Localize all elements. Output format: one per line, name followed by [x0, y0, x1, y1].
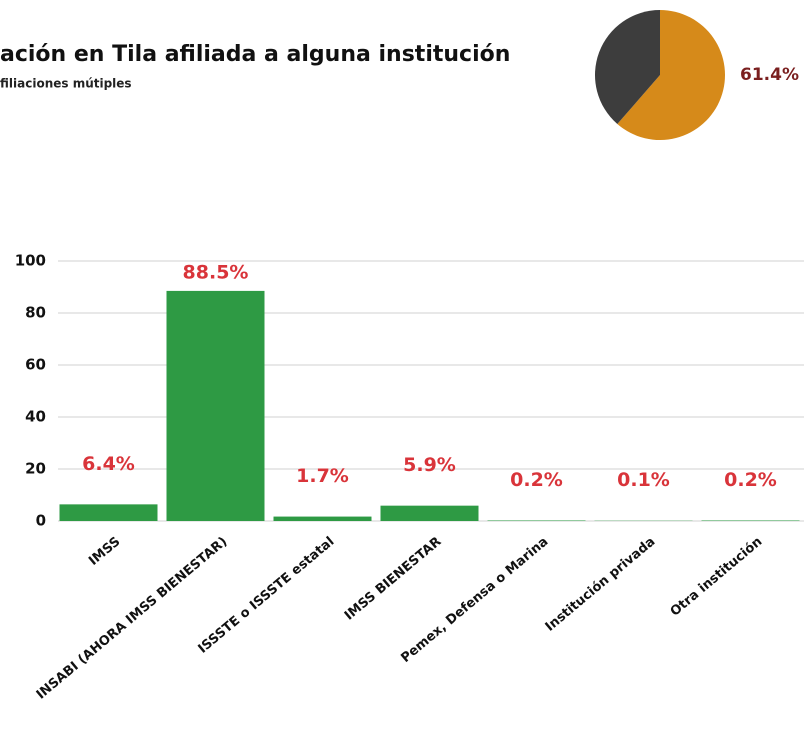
pie-slice — [594, 10, 660, 125]
y-tick-label: 60 — [25, 356, 46, 374]
value-label: 0.1% — [617, 469, 670, 491]
x-tick-label: Institución privada — [543, 534, 659, 634]
value-label: 0.2% — [510, 469, 563, 491]
title: ación en Tila afiliada a alguna instituc… — [0, 42, 510, 67]
bar — [273, 516, 372, 521]
x-tick-label: IMSS BIENESTAR — [342, 534, 444, 623]
value-label: 88.5% — [183, 261, 249, 283]
pie-label: 61.4% — [740, 65, 799, 85]
bar — [59, 504, 158, 521]
y-tick-label: 0 — [36, 512, 46, 530]
y-tick-label: 100 — [15, 252, 46, 270]
value-label: 0.2% — [724, 469, 777, 491]
value-label: 5.9% — [403, 454, 456, 476]
bar — [166, 290, 265, 521]
bar — [487, 520, 586, 521]
x-tick-label: INSABI (AHORA IMSS BIENESTAR) — [34, 534, 231, 702]
bar — [701, 520, 800, 521]
subtitle: filiaciones mútiples — [0, 77, 132, 91]
y-tick-label: 20 — [25, 460, 46, 478]
value-label: 1.7% — [296, 465, 349, 487]
value-label: 6.4% — [82, 453, 135, 475]
y-tick-label: 80 — [25, 304, 46, 322]
y-tick-label: 40 — [25, 408, 46, 426]
x-tick-label: IMSS — [86, 534, 123, 569]
pie-slice — [617, 10, 725, 140]
bar — [380, 505, 479, 521]
x-tick-label: Otra institución — [668, 534, 766, 619]
